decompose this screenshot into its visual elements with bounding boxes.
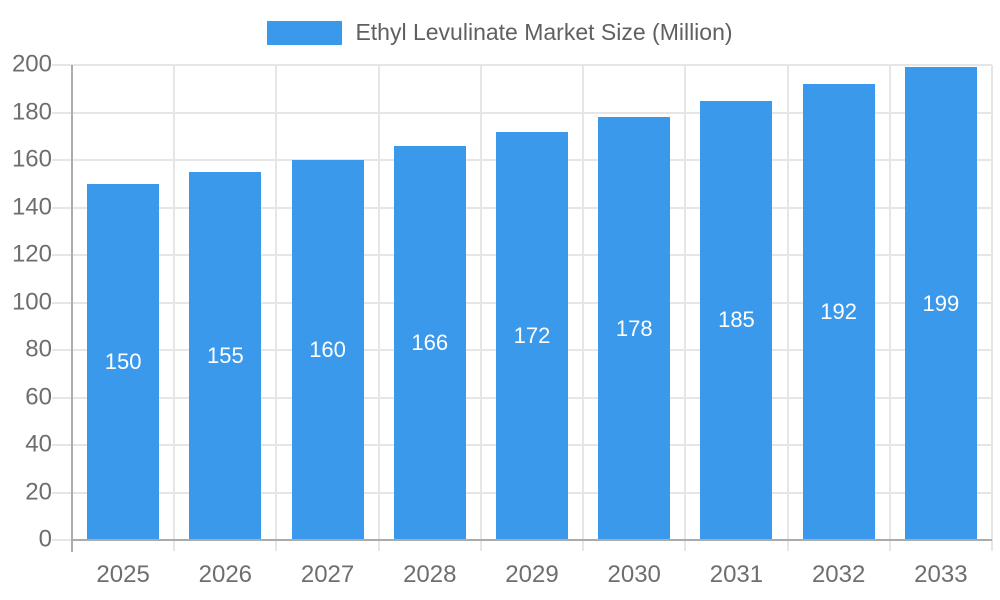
x-gridline: [173, 65, 176, 540]
bar-value-label: 172: [513, 322, 551, 348]
x-tick: [582, 540, 585, 551]
y-tick: [52, 206, 72, 209]
y-tick: [52, 111, 72, 114]
y-tick: [52, 254, 72, 256]
bar-2029[interactable]: 172: [496, 131, 568, 540]
x-tick: [684, 540, 687, 551]
x-gridline: [582, 65, 585, 540]
bar-2033[interactable]: 199: [904, 67, 977, 540]
y-axis-tick-label: 40: [25, 430, 52, 458]
bar-value-label: 155: [206, 342, 244, 368]
y-axis-line: [71, 65, 73, 552]
bar-value-label: 199: [922, 290, 960, 316]
x-tick: [173, 540, 176, 551]
x-tick: [786, 540, 789, 551]
x-axis-tick-label: 2026: [198, 561, 253, 588]
x-axis-tick-label: 2025: [96, 561, 150, 588]
x-gridline: [786, 65, 789, 540]
y-tick: [52, 444, 72, 446]
y-axis-tick-label: 80: [25, 335, 52, 363]
y-tick: [52, 301, 72, 304]
bar-2028[interactable]: 166: [393, 145, 466, 540]
x-axis-tick-label: 2033: [914, 561, 968, 588]
x-gridline: [888, 65, 891, 540]
bar-2032[interactable]: 192: [802, 84, 875, 540]
x-gridline: [991, 65, 993, 540]
bar-2026[interactable]: 155: [189, 171, 262, 540]
y-tick: [52, 64, 72, 66]
y-tick: [52, 159, 72, 161]
x-tick: [991, 540, 993, 551]
x-tick: [275, 540, 278, 551]
bar-value-label: 192: [820, 299, 858, 324]
legend-swatch-icon: [267, 20, 343, 45]
x-axis-tick-label: 2029: [505, 561, 559, 588]
plot-area: 150 155 160 166 172 178 185 192 199: [72, 64, 993, 540]
y-gridline: [72, 64, 992, 66]
bar-2025[interactable]: 150: [87, 183, 160, 540]
y-tick: [52, 349, 72, 351]
bar-2031[interactable]: 185: [700, 100, 773, 540]
bar-value-label: 166: [411, 329, 449, 355]
y-tick: [52, 396, 72, 399]
bar-2030[interactable]: 178: [598, 117, 671, 540]
x-axis-line: [71, 539, 992, 541]
bar-value-label: 178: [615, 315, 653, 341]
legend-label: Ethyl Levulinate Market Size (Million): [355, 19, 733, 45]
bar-2027[interactable]: 160: [291, 160, 364, 540]
x-tick: [377, 540, 380, 551]
y-axis-tick-label: 200: [11, 50, 52, 78]
y-axis-tick-label: 100: [11, 287, 52, 315]
y-gridline: [72, 111, 992, 114]
bar-value-label: 150: [104, 348, 142, 374]
y-axis-tick-label: 160: [11, 145, 52, 173]
x-tick: [888, 540, 891, 551]
x-axis-tick-label: 2027: [300, 561, 355, 588]
x-gridline: [684, 65, 687, 540]
y-axis-tick-label: 60: [25, 382, 52, 410]
x-gridline: [479, 65, 482, 540]
bar-value-label: 185: [718, 307, 755, 333]
x-gridline: [275, 65, 278, 540]
legend[interactable]: Ethyl Levulinate Market Size (Million): [0, 19, 1000, 46]
x-gridline: [377, 65, 380, 540]
y-tick: [52, 539, 72, 541]
x-axis-tick-label: 2030: [607, 561, 661, 588]
x-axis-tick-label: 2032: [811, 561, 866, 588]
y-tick: [52, 491, 72, 494]
x-axis-tick-label: 2031: [709, 561, 764, 588]
y-axis-tick-label: 0: [38, 525, 52, 553]
x-axis-tick-label: 2028: [403, 561, 457, 588]
y-axis-tick-label: 180: [11, 97, 52, 125]
bar-value-label: 160: [309, 337, 346, 362]
y-axis-tick-label: 140: [11, 192, 52, 220]
x-tick: [479, 540, 482, 551]
y-axis-tick-label: 20: [25, 477, 52, 505]
y-axis-tick-label: 120: [11, 240, 52, 268]
